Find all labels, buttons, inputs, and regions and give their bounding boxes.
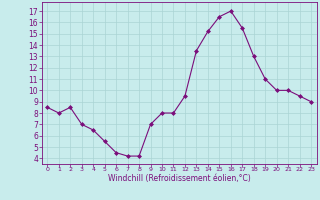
X-axis label: Windchill (Refroidissement éolien,°C): Windchill (Refroidissement éolien,°C) (108, 174, 251, 183)
